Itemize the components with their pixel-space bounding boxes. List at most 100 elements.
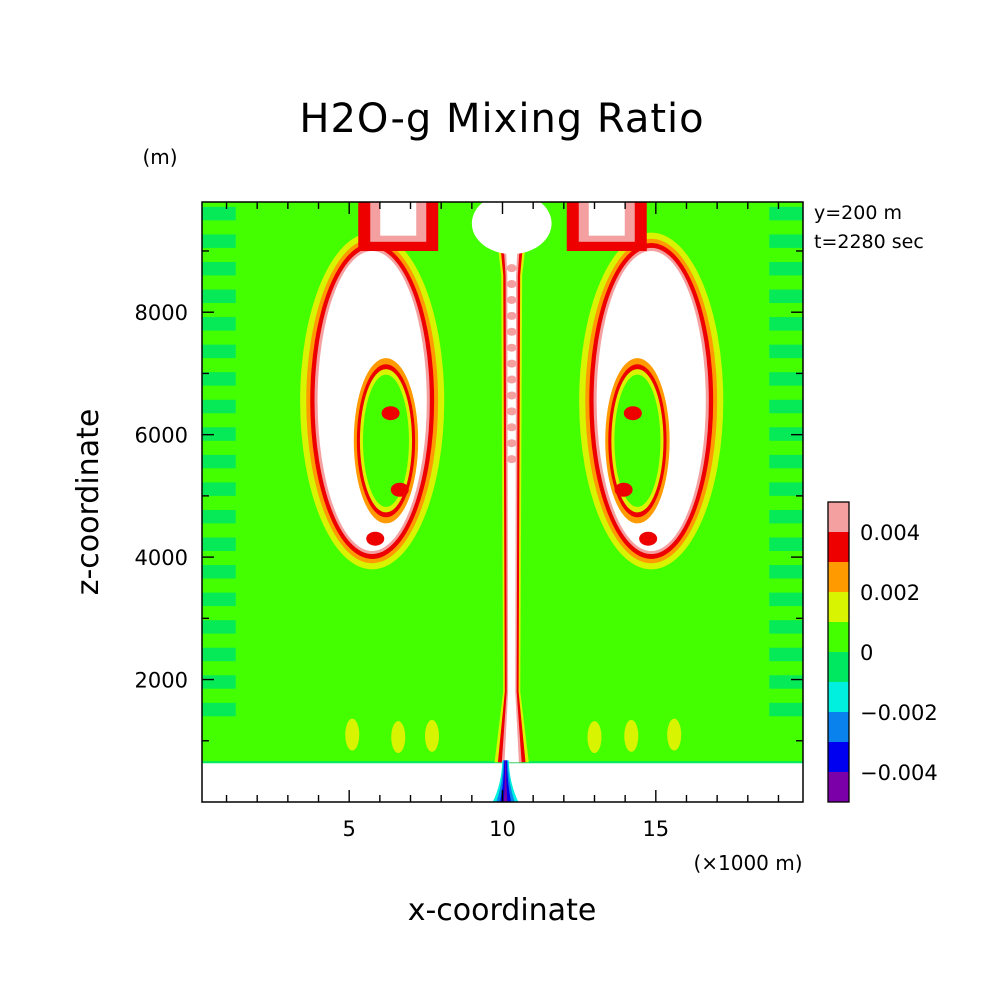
edge-band-strip bbox=[769, 206, 803, 221]
colorbar-tick-label: 0.002 bbox=[860, 581, 920, 605]
x-unit-label: (×1000 m) bbox=[693, 851, 802, 875]
edge-band-strip bbox=[202, 620, 236, 634]
vortex-hotspot bbox=[623, 406, 642, 421]
edge-band-strip bbox=[202, 399, 236, 414]
right-top-streamer bbox=[566, 202, 647, 251]
vortex-hotspot bbox=[390, 482, 409, 497]
edge-band-right bbox=[769, 206, 803, 717]
edge-band-strip bbox=[769, 289, 803, 304]
axis-ticks bbox=[202, 202, 803, 802]
edge-band-strip bbox=[202, 262, 236, 276]
edge-band-strip bbox=[769, 509, 803, 524]
colorbar-swatch bbox=[828, 652, 849, 682]
x-tick-label: 15 bbox=[642, 817, 669, 841]
edge-band-strip bbox=[202, 647, 236, 662]
colorbar-swatch bbox=[828, 592, 849, 622]
edge-band-strip bbox=[769, 317, 803, 331]
axis-tick-labels: 5 10 15 2000 4000 6000 8000 bbox=[135, 301, 670, 841]
updraft-layer bbox=[503, 202, 520, 763]
vortex-core bbox=[614, 374, 661, 507]
time-annotation: t=2280 sec bbox=[814, 231, 924, 253]
vortex-hotspot bbox=[639, 531, 658, 546]
y-tick-label: 6000 bbox=[135, 424, 188, 448]
colorbar-swatch bbox=[828, 532, 849, 562]
edge-band-strip bbox=[202, 702, 236, 717]
base-speckle bbox=[391, 721, 406, 754]
edge-band-strip bbox=[202, 482, 236, 496]
updraft-bead bbox=[506, 439, 517, 448]
updraft-bead bbox=[506, 343, 517, 352]
colorbar-tick-label: 0.004 bbox=[860, 521, 920, 545]
y-tick-label: 4000 bbox=[135, 546, 188, 570]
edge-band-strip bbox=[202, 592, 236, 607]
colorbar-tick-label: −0.002 bbox=[860, 701, 938, 725]
edge-band-strip bbox=[769, 592, 803, 607]
base-speckle bbox=[624, 719, 639, 752]
left-vortex bbox=[300, 232, 445, 570]
vortex-core bbox=[362, 374, 409, 507]
colorbar-swatch bbox=[828, 772, 849, 802]
edge-band-left bbox=[202, 206, 236, 717]
updraft-bead bbox=[506, 423, 517, 432]
edge-band-strip bbox=[769, 372, 803, 386]
colorbar-swatch bbox=[828, 562, 849, 592]
y-axis-label: z-coordinate bbox=[71, 409, 106, 596]
left-top-streamer bbox=[358, 202, 439, 251]
edge-band-strip bbox=[202, 427, 236, 441]
edge-band-strip bbox=[769, 702, 803, 717]
chart-title: H2O-g Mixing Ratio bbox=[299, 96, 704, 142]
edge-band-strip bbox=[202, 509, 236, 524]
edge-band-strip bbox=[769, 399, 803, 414]
edge-band-strip bbox=[202, 454, 236, 469]
edge-band-strip bbox=[769, 344, 803, 359]
updraft-bead bbox=[506, 359, 517, 368]
edge-band-strip bbox=[202, 206, 236, 221]
edge-band-strip bbox=[769, 620, 803, 634]
colorbar-swatch bbox=[828, 712, 849, 742]
edge-band-strip bbox=[769, 454, 803, 469]
vortex-hotspot bbox=[366, 531, 385, 546]
y-unit-label: (m) bbox=[142, 145, 177, 169]
vortex-hotspot bbox=[381, 406, 400, 421]
x-axis-label: x-coordinate bbox=[408, 893, 597, 928]
colorbar-tick-label: 0 bbox=[860, 641, 873, 665]
updraft-bead bbox=[506, 455, 517, 464]
colorbar-swatch bbox=[828, 502, 849, 532]
edge-band-strip bbox=[202, 537, 236, 551]
edge-band-strip bbox=[769, 647, 803, 662]
colorbar: 0.004 0.002 0 −0.002 −0.004 bbox=[827, 501, 938, 803]
updraft-bead bbox=[506, 327, 517, 336]
base-speckle bbox=[424, 719, 439, 752]
right-vortex bbox=[579, 232, 724, 570]
base-speckle bbox=[667, 718, 682, 751]
edge-band-strip bbox=[202, 565, 236, 579]
y-position-annotation: y=200 m bbox=[814, 202, 902, 224]
colorbar-frame bbox=[827, 501, 850, 803]
vortex-hotspot bbox=[614, 482, 633, 497]
updraft-bead bbox=[506, 280, 517, 289]
updraft-bead bbox=[506, 295, 517, 304]
edge-band-strip bbox=[202, 344, 236, 359]
colorbar-swatch bbox=[828, 682, 849, 712]
edge-band-strip bbox=[769, 262, 803, 276]
edge-band-strip bbox=[769, 537, 803, 551]
edge-band-strip bbox=[769, 565, 803, 579]
edge-band-strip bbox=[769, 427, 803, 441]
edge-band-strip bbox=[202, 317, 236, 331]
colorbar-tick-label: −0.004 bbox=[860, 761, 938, 785]
colorbar-swatch bbox=[828, 622, 849, 652]
updraft-bead bbox=[506, 407, 517, 416]
base-speckle bbox=[345, 718, 360, 751]
edge-band-strip bbox=[769, 234, 803, 248]
contour-field bbox=[202, 202, 803, 802]
colorbar-swatch bbox=[828, 742, 849, 772]
edge-band-strip bbox=[202, 372, 236, 386]
updraft-bead bbox=[506, 375, 517, 384]
updraft-bead bbox=[506, 311, 517, 320]
edge-band-strip bbox=[202, 675, 236, 689]
plume-layer bbox=[503, 760, 508, 802]
edge-band-strip bbox=[769, 675, 803, 689]
y-tick-label: 8000 bbox=[135, 301, 188, 325]
edge-band-strip bbox=[202, 289, 236, 304]
